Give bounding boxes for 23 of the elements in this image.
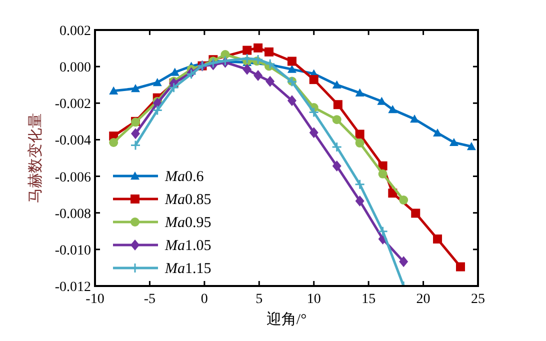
y-tick-label: 0.000 [60, 60, 91, 76]
y-tick-label: 0.002 [60, 24, 91, 39]
legend-label: Ma1.15 [164, 261, 212, 277]
legend-label: Ma0.95 [164, 215, 212, 231]
y-tick-label: -0.004 [54, 134, 91, 149]
x-tick-label: 15 [362, 292, 376, 307]
y-tick-label: -0.002 [54, 97, 91, 112]
x-tick-label: 25 [471, 292, 485, 307]
y-tick-label: -0.010 [54, 243, 91, 258]
legend-label: Ma1.05 [164, 238, 212, 254]
y-tick-label: -0.006 [54, 170, 91, 186]
x-tick-label: 5 [256, 292, 263, 307]
legend-label: Ma0.85 [164, 192, 212, 208]
y-tick-label: -0.008 [54, 206, 91, 222]
x-tick-label: -5 [144, 292, 156, 307]
legend-label: Ma0.6 [164, 169, 204, 185]
x-tick-label: 20 [416, 292, 430, 307]
x-tick-label: 0 [200, 292, 208, 307]
y-axis-title: 马赫数变化量 [27, 113, 44, 203]
x-tick-label: -10 [86, 292, 104, 307]
x-tick-label: 10 [306, 292, 321, 307]
y-tick-label: -0.012 [54, 280, 91, 295]
x-axis-title: 迎角/° [266, 311, 307, 328]
